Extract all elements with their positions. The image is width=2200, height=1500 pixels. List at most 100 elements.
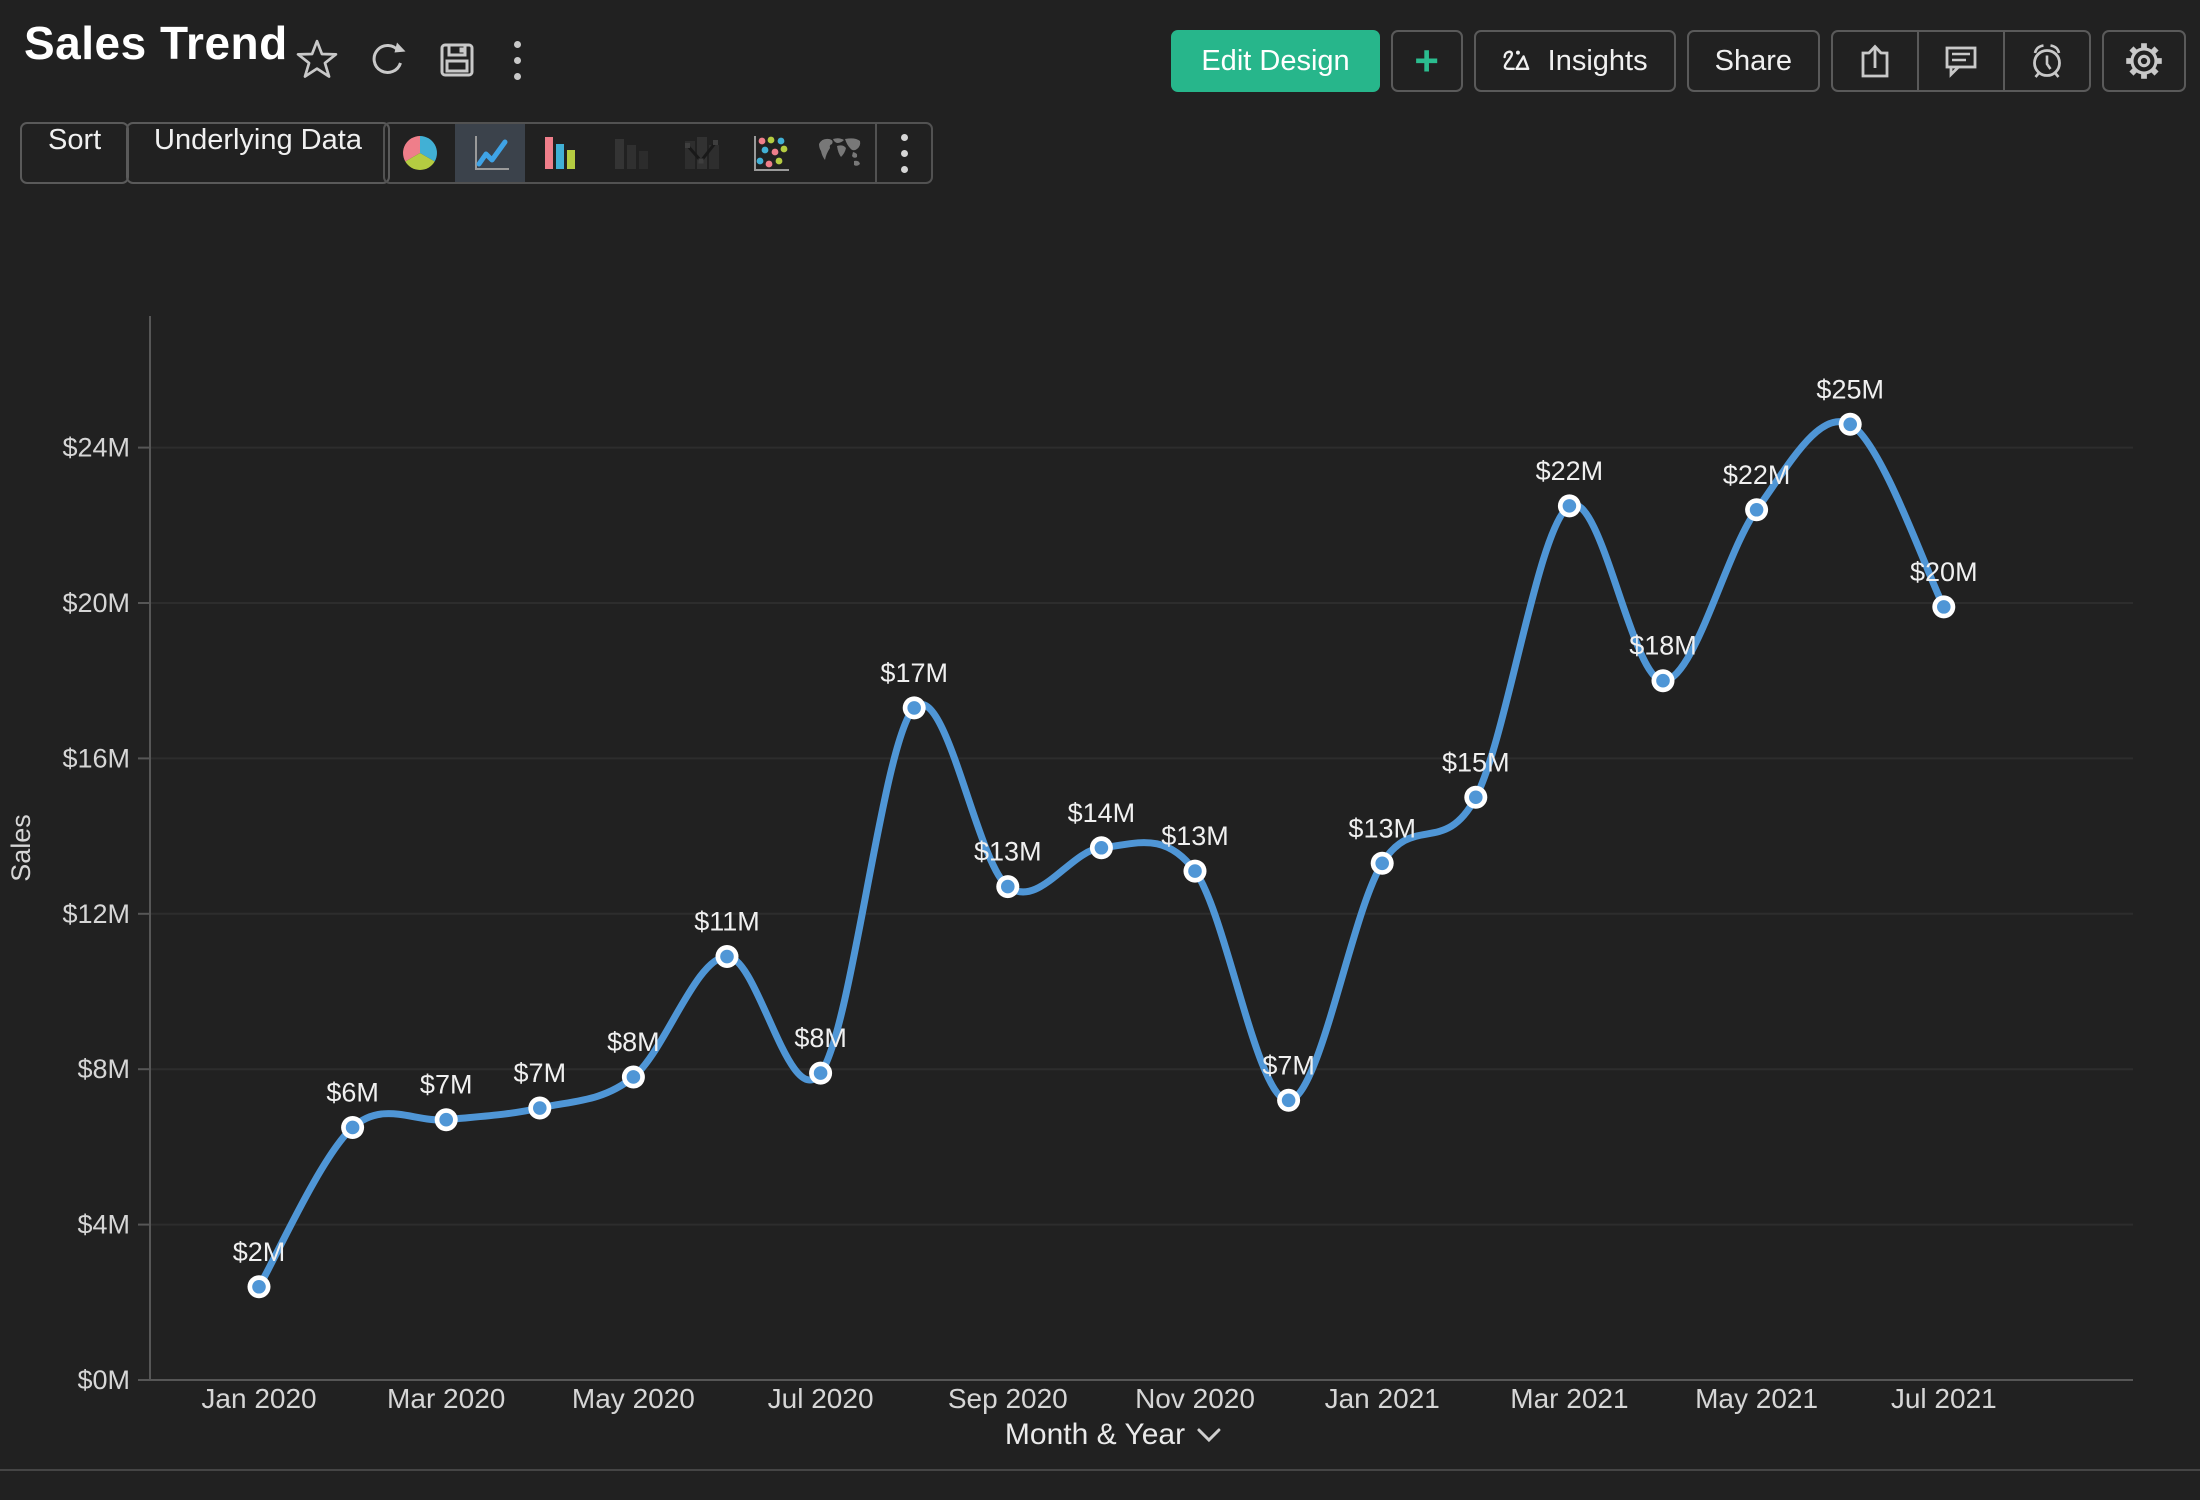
data-point-marker[interactable] — [1464, 785, 1488, 809]
insights-label: Insights — [1547, 44, 1648, 77]
alerts-button[interactable] — [2003, 32, 2089, 90]
bar-chart-icon — [545, 137, 575, 169]
zia-logo-icon — [1503, 50, 1529, 71]
chart-type-map[interactable] — [805, 124, 875, 182]
underlying-data-button[interactable]: Underlying Data — [126, 122, 390, 184]
header-actions: Edit Design + Insights Share — [1171, 30, 2186, 92]
alarm-clock-icon — [2033, 44, 2061, 78]
data-point-marker[interactable] — [996, 875, 1020, 899]
gear-icon — [2126, 43, 2162, 79]
data-point-label: $13M — [1161, 821, 1229, 851]
export-up-arrow-icon — [1861, 44, 1889, 78]
data-point-label: $8M — [794, 1023, 847, 1053]
chart-type-scatter[interactable] — [735, 124, 805, 182]
data-point-marker[interactable] — [1089, 836, 1113, 860]
data-point-marker[interactable] — [1557, 494, 1581, 518]
data-point-marker[interactable] — [902, 696, 926, 720]
export-button[interactable] — [1833, 32, 1917, 90]
data-point-label: $18M — [1629, 631, 1697, 661]
insights-button[interactable]: Insights — [1473, 30, 1676, 92]
star-icon — [296, 39, 338, 78]
data-point-marker[interactable] — [809, 1061, 833, 1085]
comments-button[interactable] — [1917, 32, 2003, 90]
combo-chart-icon-disabled — [685, 137, 719, 169]
data-point-marker[interactable] — [528, 1096, 552, 1120]
data-point-label: $11M — [694, 907, 760, 937]
data-point-marker[interactable] — [1370, 851, 1394, 875]
favorite-star-icon[interactable] — [294, 37, 340, 83]
data-point-marker[interactable] — [1183, 859, 1207, 883]
y-tick-label: $8M — [77, 1054, 130, 1084]
x-tick-label: Jul 2021 — [1891, 1383, 1997, 1414]
sort-button[interactable]: Sort — [20, 122, 130, 184]
edit-design-button[interactable]: Edit Design — [1171, 30, 1380, 92]
data-point-label: $7M — [1262, 1050, 1315, 1080]
x-tick-label: Nov 2020 — [1135, 1383, 1255, 1414]
header-more-options-kebab[interactable] — [504, 37, 530, 83]
x-tick-label: Jan 2020 — [201, 1383, 316, 1414]
x-tick-label: May 2020 — [572, 1383, 695, 1414]
data-point-label: $6M — [326, 1077, 379, 1107]
refresh-arrow-icon — [372, 42, 406, 74]
data-point-marker[interactable] — [1277, 1088, 1301, 1112]
footer-divider — [0, 1469, 2200, 1471]
y-tick-label: $16M — [62, 743, 130, 773]
chart-type-toolbar — [383, 122, 933, 184]
data-point-marker[interactable] — [1838, 412, 1862, 436]
scatter-plot-icon — [754, 136, 789, 171]
chart-type-line[interactable] — [455, 124, 525, 182]
x-tick-label: May 2021 — [1695, 1383, 1818, 1414]
chart-type-stacked-bar[interactable] — [595, 124, 665, 182]
data-point-marker[interactable] — [1932, 595, 1956, 619]
chevron-down-icon — [1197, 1428, 1221, 1442]
data-point-marker[interactable] — [1651, 669, 1675, 693]
data-point-label: $7M — [514, 1058, 567, 1088]
data-point-label: $7M — [420, 1070, 473, 1100]
stacked-bar-chart-icon-disabled — [615, 139, 648, 169]
utility-icon-group — [1831, 30, 2091, 92]
data-point-marker[interactable] — [341, 1115, 365, 1139]
data-point-marker[interactable] — [621, 1065, 645, 1089]
data-point-label: $15M — [1442, 747, 1510, 777]
data-point-marker[interactable] — [434, 1108, 458, 1132]
x-axis-field-label: Month & Year — [1004, 1418, 1186, 1451]
y-tick-label: $12M — [62, 899, 130, 929]
y-axis-title: Sales — [6, 814, 36, 882]
x-tick-label: Mar 2021 — [1510, 1383, 1628, 1414]
chart-type-bar[interactable] — [525, 124, 595, 182]
refresh-icon[interactable] — [364, 37, 410, 83]
y-tick-label: $4M — [77, 1210, 130, 1240]
y-tick-label: $24M — [62, 433, 130, 463]
x-tick-label: Jul 2020 — [768, 1383, 874, 1414]
page-title: Sales Trend — [24, 17, 288, 69]
data-point-label: $17M — [880, 658, 948, 688]
x-tick-label: Mar 2020 — [387, 1383, 505, 1414]
add-button[interactable]: + — [1390, 30, 1463, 92]
x-tick-label: Sep 2020 — [948, 1383, 1068, 1414]
x-axis-field-selector[interactable]: Month & Year — [1005, 1418, 1221, 1452]
data-point-label: $25M — [1816, 374, 1884, 404]
y-tick-label: $20M — [62, 588, 130, 618]
data-point-label: $2M — [233, 1237, 286, 1267]
data-point-label: $13M — [1348, 813, 1416, 843]
save-icon[interactable] — [434, 37, 480, 83]
line-chart-icon — [475, 136, 509, 170]
data-point-marker[interactable] — [1745, 498, 1769, 522]
share-button[interactable]: Share — [1686, 30, 1820, 92]
data-point-marker[interactable] — [715, 945, 739, 969]
comment-bubble-icon — [1945, 46, 1977, 78]
data-point-label: $13M — [974, 837, 1042, 867]
data-point-marker[interactable] — [247, 1275, 271, 1299]
data-point-label: $8M — [607, 1027, 660, 1057]
chart-type-pie[interactable] — [385, 124, 455, 182]
data-point-label: $22M — [1536, 456, 1604, 486]
y-tick-label: $0M — [77, 1365, 130, 1395]
data-point-label: $22M — [1723, 460, 1791, 490]
settings-button[interactable] — [2102, 30, 2186, 92]
x-tick-label: Jan 2021 — [1325, 1383, 1440, 1414]
chart-type-combo[interactable] — [665, 124, 735, 182]
chart-type-more-kebab[interactable] — [875, 124, 931, 182]
floppy-disk-icon — [440, 43, 474, 77]
data-point-label: $14M — [1068, 798, 1136, 828]
